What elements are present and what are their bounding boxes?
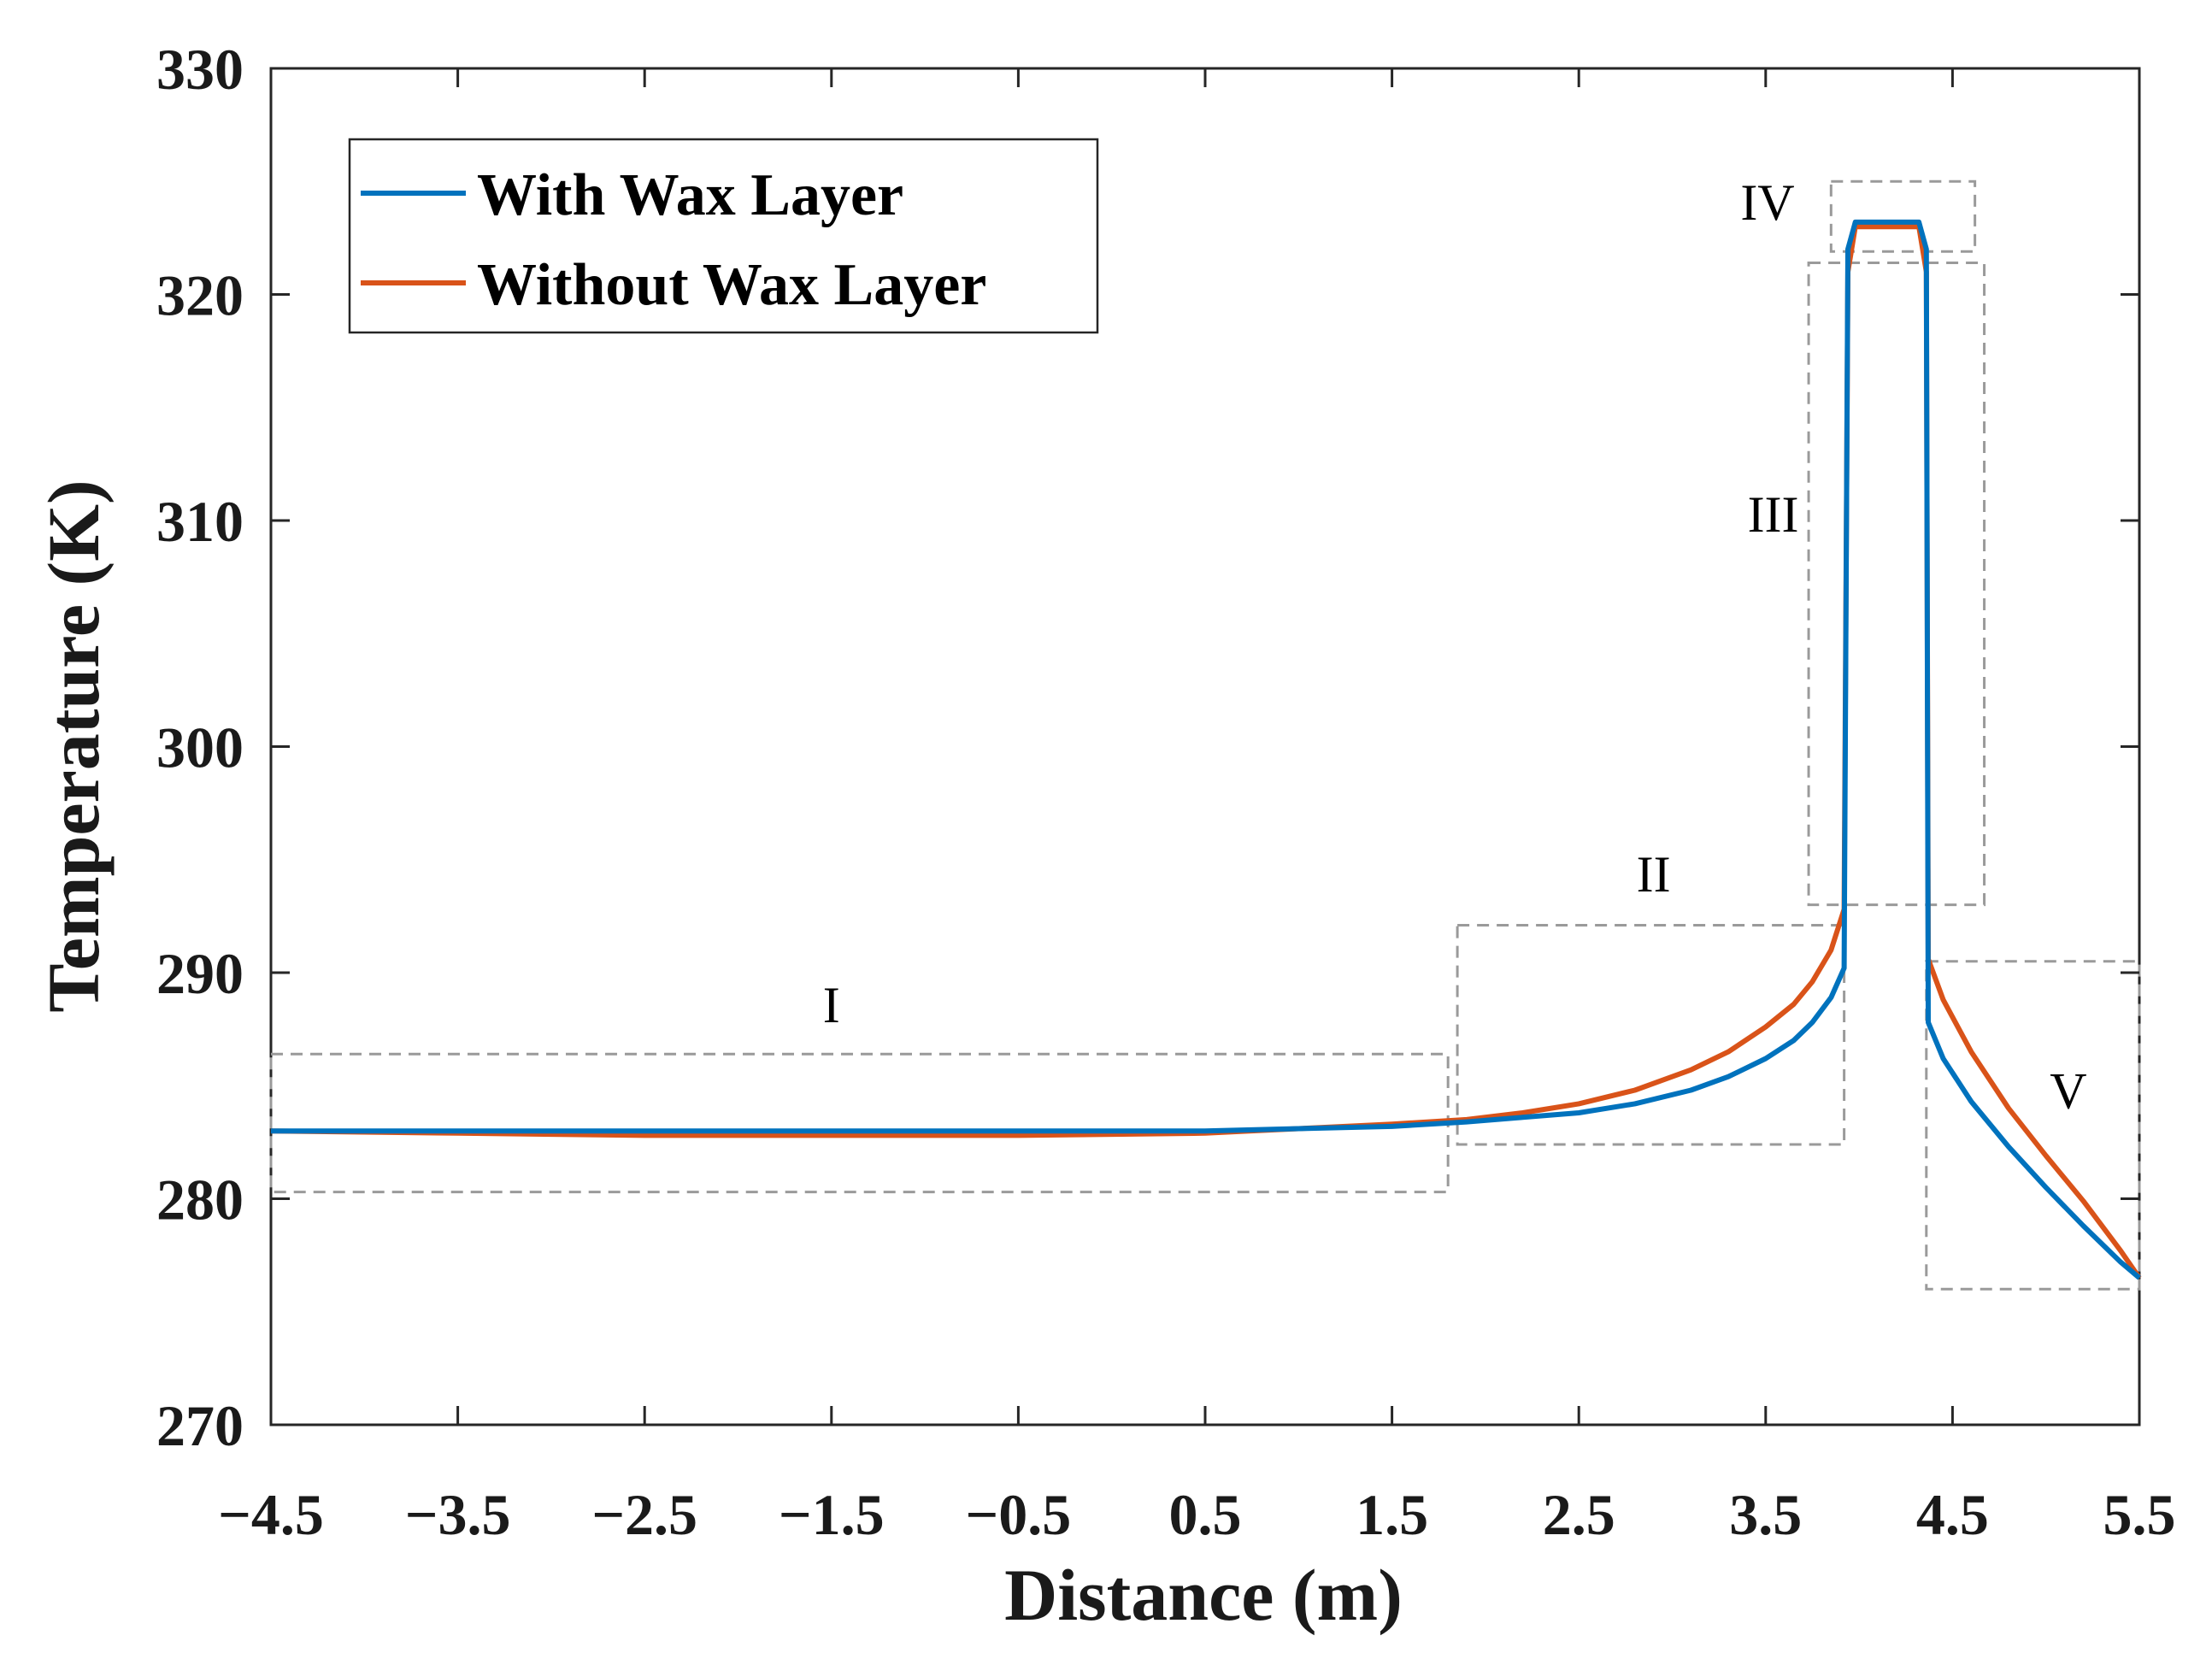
- region-label-III: III: [1748, 486, 1799, 543]
- x-tick-label: −2.5: [591, 1482, 697, 1547]
- region-box-II: [1456, 923, 1846, 1146]
- x-tick-label: 3.5: [1729, 1482, 1802, 1547]
- y-axis-title: Temperature (K): [32, 479, 115, 1012]
- region-box-IV: [1829, 179, 1977, 253]
- y-tick-label: 310: [156, 489, 244, 554]
- region-label-II: II: [1637, 846, 1671, 903]
- x-tick-label: 1.5: [1356, 1482, 1428, 1547]
- x-tick-label: 5.5: [2103, 1482, 2176, 1547]
- tick-labels: −4.5 −3.5 −2.5 −1.5 −0.5 0.5 1.5 2.5 3.5 4.5 5.5 27…: [156, 37, 2176, 1547]
- y-tick-label: 330: [156, 37, 244, 102]
- y-tick-label: 320: [156, 263, 244, 328]
- region-box-III: [1807, 261, 1986, 907]
- x-tick-label: −1.5: [779, 1482, 885, 1547]
- legend: With Wax Layer Without Wax Layer: [348, 138, 1099, 334]
- x-tick-label: −0.5: [966, 1482, 1072, 1547]
- region-label-I: I: [823, 977, 840, 1033]
- x-tick-label: −4.5: [218, 1482, 324, 1547]
- series-line-0: [271, 219, 2141, 1280]
- x-tick-label: 4.5: [1916, 1482, 1989, 1547]
- y-tick-label: 280: [156, 1168, 244, 1232]
- legend-label-without-wax: Without Wax Layer: [477, 252, 986, 318]
- legend-label-with-wax: With Wax Layer: [477, 162, 903, 228]
- region-label-V: V: [2050, 1063, 2086, 1120]
- x-tick-label: −3.5: [405, 1482, 511, 1547]
- region-box-V: [1925, 960, 2141, 1291]
- x-tick-label: 2.5: [1543, 1482, 1615, 1547]
- series-lines: [270, 219, 2142, 1280]
- y-tick-label: 300: [156, 715, 244, 780]
- y-tick-label: 290: [156, 941, 244, 1006]
- legend-box: [348, 138, 1099, 334]
- region-label-IV: IV: [1740, 174, 1794, 231]
- x-tick-label: 0.5: [1169, 1482, 1242, 1547]
- axis-ticks: [269, 67, 2141, 1427]
- y-tick-label: 270: [156, 1393, 244, 1458]
- x-axis-title: Distance (m): [1004, 1554, 1403, 1636]
